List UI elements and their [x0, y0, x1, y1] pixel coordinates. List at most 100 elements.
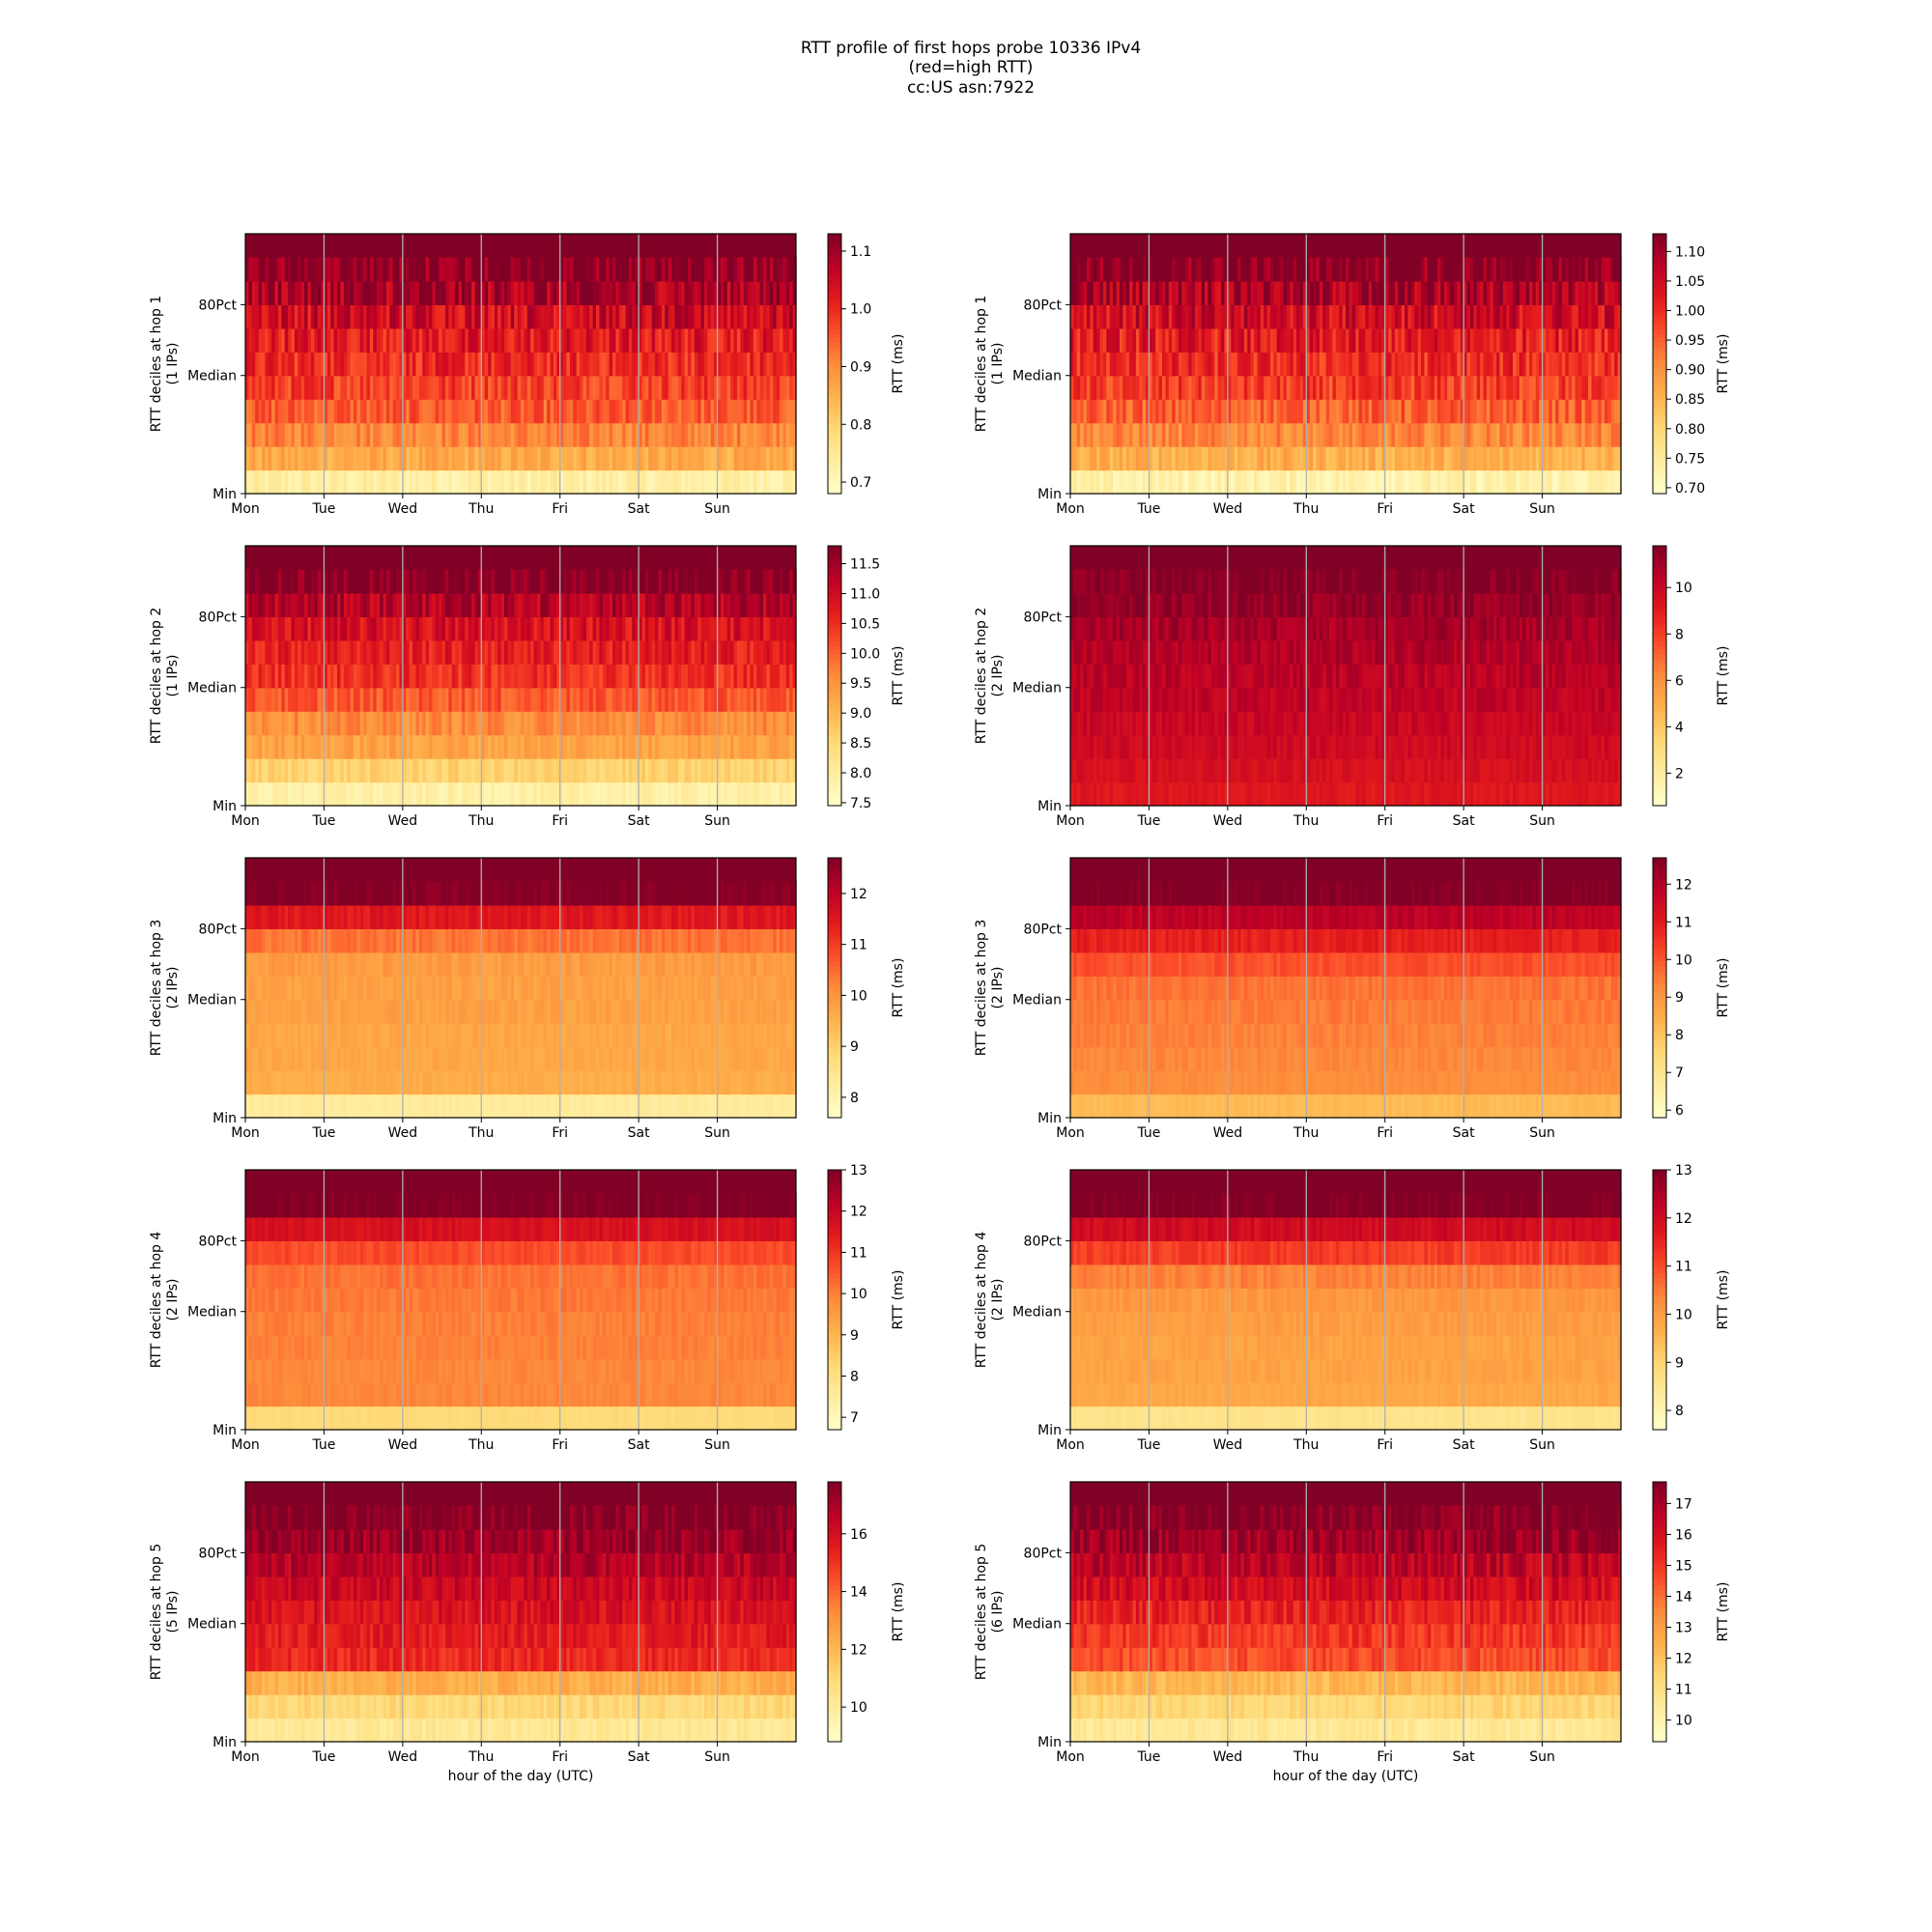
heatmap-cell — [451, 422, 456, 447]
heatmap-cell — [1551, 375, 1556, 400]
heatmap-cell — [1480, 257, 1485, 282]
heatmap-cell — [1532, 352, 1537, 377]
heatmap-cell — [248, 280, 253, 305]
heatmap-cell — [1332, 446, 1337, 471]
heatmap-cell — [1309, 352, 1314, 377]
heatmap-cell — [1099, 399, 1104, 424]
heatmap-cell — [1431, 469, 1435, 495]
heatmap-cell — [1257, 304, 1262, 329]
heatmap-cell — [1106, 469, 1111, 495]
heatmap-cell — [517, 781, 522, 807]
heatmap-cell — [324, 257, 328, 282]
heatmap-cell — [307, 734, 312, 759]
heatmap-cell — [697, 304, 702, 329]
heatmap-cell — [353, 280, 357, 305]
heatmap-cell — [1598, 469, 1603, 495]
heatmap-cell — [451, 687, 456, 712]
heatmap-cell — [1313, 280, 1318, 305]
heatmap-cell — [284, 781, 289, 807]
heatmap-cell — [1490, 327, 1494, 353]
heatmap-cell — [665, 327, 669, 353]
heatmap-cell — [1506, 399, 1511, 424]
heatmap-cell — [1070, 352, 1074, 377]
heatmap-cell — [707, 399, 712, 424]
heatmap-cell — [477, 664, 482, 689]
colorbar-segment — [1653, 376, 1666, 383]
heatmap-cell — [1496, 375, 1501, 400]
heatmap-cell — [448, 687, 453, 712]
heatmap-cell — [674, 446, 679, 471]
heatmap-cell — [556, 446, 561, 471]
colorbar-frame — [1652, 233, 1667, 495]
heatmap-cell — [310, 616, 315, 641]
heatmap-cell — [635, 257, 639, 282]
heatmap-cell — [317, 257, 322, 282]
heatmap-cell — [1119, 469, 1123, 495]
heatmap-cell — [773, 446, 778, 471]
heatmap-cell — [602, 446, 607, 471]
heatmap-cell — [730, 758, 735, 783]
heatmap-cell — [641, 469, 646, 495]
heatmap-cell — [284, 711, 289, 736]
heatmap-cell — [1237, 375, 1242, 400]
heatmap-cell — [763, 781, 768, 807]
heatmap-cell — [471, 711, 476, 736]
x-tick-label: Mon — [1056, 501, 1085, 517]
heatmap-cell — [612, 711, 616, 736]
heatmap-cell — [1381, 327, 1386, 353]
heatmap-cell — [245, 616, 249, 641]
heatmap-cell — [639, 327, 643, 353]
heatmap-cell — [1090, 280, 1094, 305]
heatmap-cell — [563, 327, 568, 353]
colorbar-segment — [1653, 424, 1666, 430]
heatmap-cell — [418, 280, 423, 305]
heatmap-cell — [530, 687, 535, 712]
heatmap-cell — [769, 399, 774, 424]
heatmap-cell — [763, 446, 768, 471]
heatmap-cell — [1617, 280, 1622, 305]
heatmap-cell — [1073, 469, 1078, 495]
heatmap-cell — [504, 446, 509, 471]
heatmap-cell — [425, 687, 430, 712]
heatmap-cell — [710, 304, 715, 329]
heatmap-cell — [396, 781, 401, 807]
heatmap-cell — [1313, 352, 1318, 377]
heatmap-cell — [1096, 352, 1101, 377]
heatmap-cell — [1293, 446, 1297, 471]
heatmap-cell — [1483, 352, 1488, 377]
heatmap-cell — [1394, 304, 1399, 329]
heatmap-cell — [1513, 399, 1518, 424]
heatmap-cell — [298, 616, 302, 641]
heatmap-cell — [471, 399, 476, 424]
colorbar-segment — [1653, 381, 1666, 386]
heatmap-cell — [747, 664, 752, 689]
heatmap-cell — [1572, 422, 1577, 447]
heatmap-cell — [550, 352, 554, 377]
heatmap-cell — [1184, 446, 1189, 471]
heatmap-cell — [435, 399, 440, 424]
heatmap-cell — [429, 469, 433, 495]
heatmap-cell — [1194, 304, 1199, 329]
heatmap-cell — [743, 687, 748, 712]
heatmap-cell — [251, 664, 256, 689]
heatmap-cell — [363, 711, 368, 736]
heatmap-cell — [743, 375, 748, 400]
heatmap-cell — [1349, 352, 1353, 377]
heatmap-cell — [1558, 257, 1563, 282]
heatmap-cell — [1264, 280, 1268, 305]
heatmap-cell — [497, 758, 502, 783]
heatmap-cell — [418, 375, 423, 400]
heatmap-cell — [1506, 422, 1511, 447]
heatmap-cell — [1529, 327, 1533, 353]
heatmap-cell — [700, 711, 705, 736]
heatmap-cell — [792, 399, 797, 424]
heatmap-cell — [661, 711, 666, 736]
heatmap-cell — [599, 352, 604, 377]
colorbar-segment — [1653, 316, 1666, 322]
heatmap-cell — [1414, 469, 1419, 495]
heatmap-cell — [1577, 422, 1582, 447]
heatmap-cell — [330, 375, 335, 400]
heatmap-cell — [1201, 375, 1206, 400]
heatmap-cell — [1168, 422, 1173, 447]
heatmap-cell — [277, 422, 282, 447]
